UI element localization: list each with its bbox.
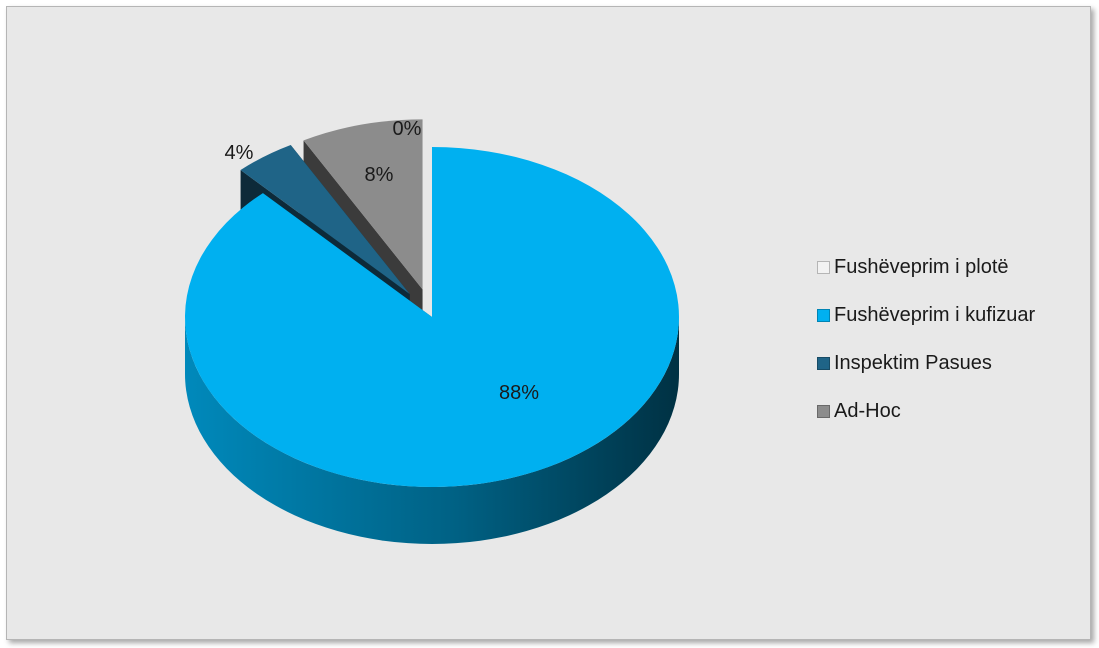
data-label-follow-up-inspection: 4% bbox=[225, 142, 254, 164]
legend-swatch-full-scope bbox=[817, 260, 830, 274]
legend-entry-full-scope: Fushëveprim i plotë bbox=[817, 255, 1035, 279]
pie-chart: 0% 88% 4% 8% bbox=[185, 118, 679, 544]
legend-label-limited-scope: Fushëveprim i kufizuar bbox=[834, 303, 1036, 326]
chart-area: 0% 88% 4% 8% Fushëveprim i plotë Fushëvepri… bbox=[6, 6, 1091, 640]
legend-entry-limited-scope: Fushëveprim i kufizuar bbox=[817, 303, 1035, 327]
data-label-full-scope: 0% bbox=[393, 118, 422, 140]
pie-slice-limited-scope bbox=[185, 147, 679, 544]
legend-label-full-scope: Fushëveprim i plotë bbox=[834, 255, 1009, 278]
legend-label-follow-up-inspection: Inspektim Pasues bbox=[834, 351, 992, 374]
legend-label-ad-hoc: Ad-Hoc bbox=[834, 399, 901, 422]
legend-swatch-limited-scope bbox=[817, 308, 830, 322]
chart-legend: Fushëveprim i plotë Fushëveprim i kufizu… bbox=[817, 255, 1035, 447]
legend-entry-follow-up-inspection: Inspektim Pasues bbox=[817, 351, 1035, 375]
legend-swatch-ad-hoc bbox=[817, 404, 830, 418]
legend-entry-ad-hoc: Ad-Hoc bbox=[817, 399, 1035, 423]
legend-swatch-follow-up-inspection bbox=[817, 356, 830, 370]
data-label-limited-scope: 88% bbox=[499, 382, 539, 404]
data-label-ad-hoc: 8% bbox=[365, 164, 394, 186]
